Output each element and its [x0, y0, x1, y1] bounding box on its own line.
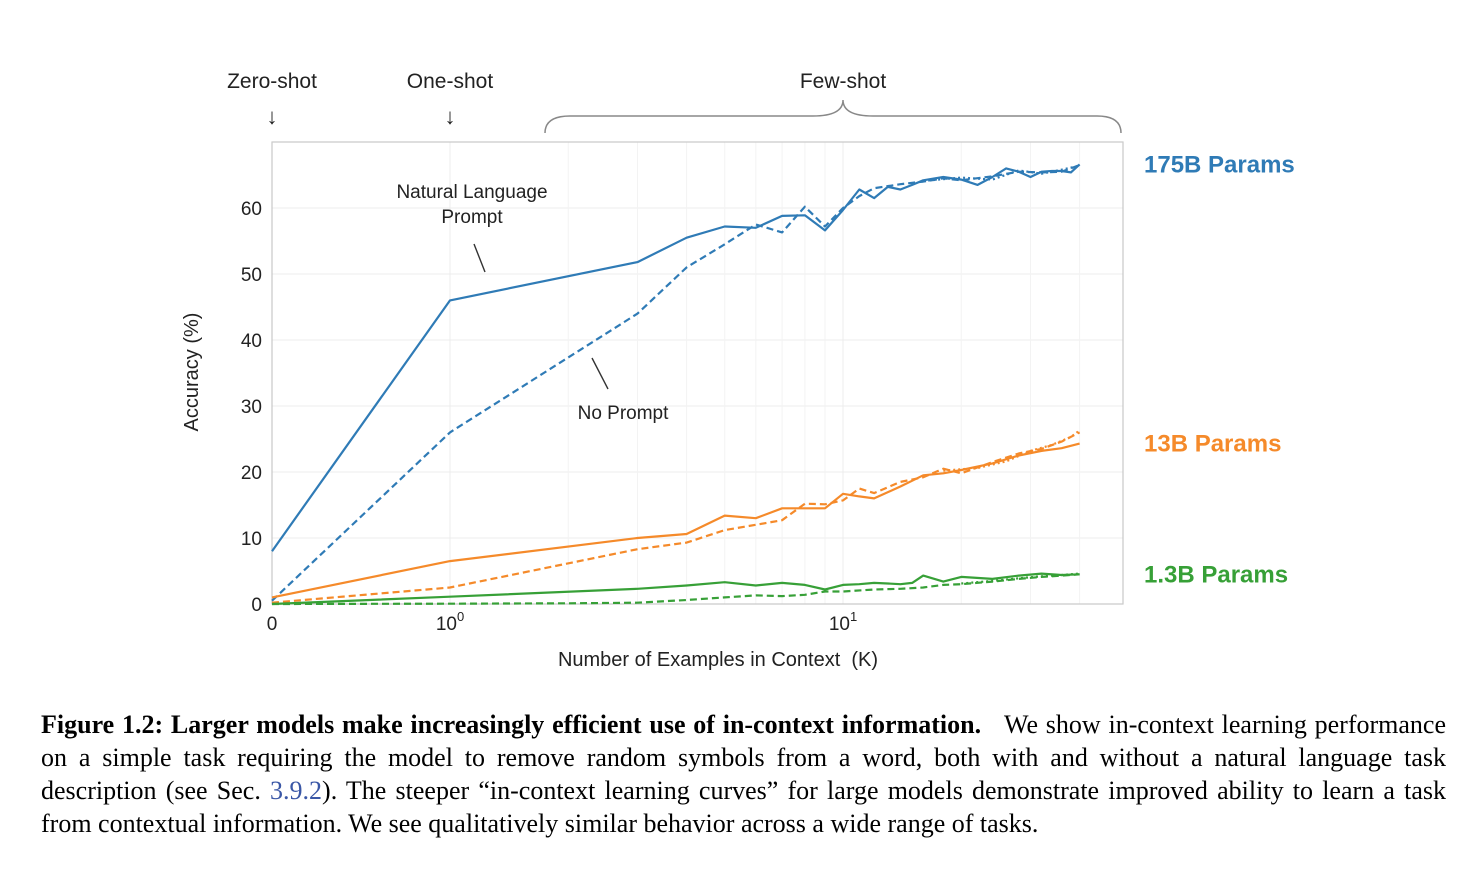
zero-shot-arrow: ↓: [267, 104, 278, 129]
series-line-solid-3: [271, 442, 1080, 599]
annotation-no-prompt-pointer: [591, 357, 609, 390]
series-line-solid-0: [271, 163, 1081, 552]
y-axis-label: Accuracy (%): [181, 313, 203, 432]
x-tick-label: 101: [829, 609, 857, 635]
few-shot-brace: [544, 99, 1122, 134]
y-tick-label: 10: [241, 529, 262, 550]
x-tick-label: 100: [436, 609, 464, 635]
plot-area-frame: [271, 141, 1124, 605]
y-tick-label: 20: [241, 463, 262, 484]
series-line-dotted-5: [943, 429, 1081, 472]
x-tick-base: 10: [436, 614, 457, 635]
y-tick-label: 30: [241, 397, 262, 418]
annotation-natural-language-prompt-line2: Prompt: [441, 207, 503, 228]
one-shot-arrow: ↓: [445, 104, 456, 129]
series-line-dotted-8: [961, 572, 1080, 585]
x-tick-base: 10: [829, 614, 850, 635]
y-tick-label: 50: [241, 265, 262, 286]
caption-body-2: ). The steeper “in-context learning curv…: [41, 776, 1446, 838]
x-tick-exponent: 0: [457, 609, 464, 624]
caption-body-1: We show in-context learning performance …: [41, 710, 1447, 805]
series-label: 13B Params: [1144, 431, 1281, 458]
annotation-no-prompt: No Prompt: [578, 403, 670, 424]
zero-shot-label: Zero-shot: [227, 70, 317, 93]
one-shot-label: One-shot: [407, 70, 494, 93]
figure-caption: Figure 1.2: Larger models make increasin…: [41, 708, 1446, 840]
caption-lead: Figure 1.2: Larger models make increasin…: [41, 710, 982, 739]
y-tick-label: 0: [251, 595, 262, 616]
x-tick-base: 0: [267, 614, 278, 635]
few-shot-label: Few-shot: [800, 70, 887, 93]
series-labels: 175B Params 13B Params 1.3B Params: [1144, 151, 1295, 588]
series-line-solid-6: [271, 572, 1080, 606]
y-tick-label: 60: [241, 199, 262, 220]
series-lines: [271, 163, 1081, 606]
x-tick-exponent: 1: [850, 609, 857, 624]
series-line-dashed-7: [271, 573, 1080, 606]
grid: [271, 142, 1123, 605]
series-line-dashed-4: [271, 431, 1081, 604]
y-tick-label: 40: [241, 331, 262, 352]
series-label: 1.3B Params: [1144, 561, 1288, 588]
series-line-dotted-2: [923, 164, 1080, 182]
annotation-natural-language-prompt-line1: Natural Language: [396, 182, 547, 203]
x-tick-label: 0: [267, 614, 278, 635]
x-axis-label: Number of Examples in Context (K): [558, 649, 878, 671]
series-line-dashed-1: [271, 164, 1080, 602]
section-reference-link[interactable]: 3.9.2: [270, 776, 323, 805]
series-label: 175B Params: [1144, 151, 1295, 178]
annotation-natural-language-pointer: [473, 243, 486, 273]
